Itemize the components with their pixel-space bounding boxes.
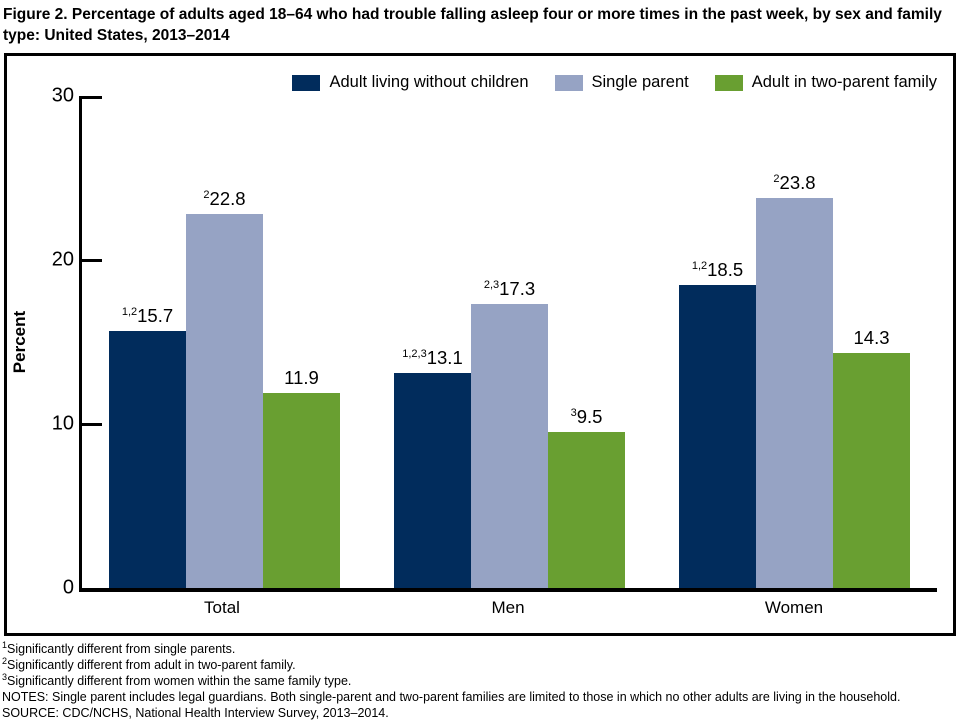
footnote-line: 2Significantly different from adult in t… — [2, 655, 296, 672]
y-tick-label: 0 — [62, 576, 74, 599]
bar-group-total: 1,215.7 222.8 11.9 — [109, 96, 340, 588]
bar-value-label: 1,2,313.1 — [402, 347, 463, 369]
legend-swatch — [554, 74, 583, 91]
bar: 39.5 — [548, 406, 625, 588]
plot-area: Percent 1,215.7 222.8 11.9 1,2,313.1 2,317.3… — [10, 85, 937, 599]
bar-value-label: 2,317.3 — [483, 278, 536, 300]
chart-area: Adult living without children Single pare… — [4, 53, 956, 636]
footnote-line: SOURCE: CDC/NCHS, National Health Interv… — [2, 706, 389, 720]
legend-item-0: Adult living without children — [292, 73, 529, 92]
bar-groups: 1,215.7 222.8 11.9 1,2,313.1 2,317.3 39.5 1,21… — [82, 96, 937, 588]
y-tick-label: 30 — [51, 84, 74, 107]
figure-title: Figure 2. Percentage of adults aged 18–6… — [3, 6, 942, 44]
bar-value-label: 14.3 — [853, 327, 890, 349]
bar-value-label: 11.9 — [284, 366, 319, 388]
bar: 14.3 — [833, 327, 910, 588]
y-axis-tick — [82, 422, 102, 426]
bar-group-men: 1,2,313.1 2,317.3 39.5 — [394, 96, 625, 588]
y-axis-title: Percent — [10, 310, 29, 374]
bar-value-label: 1,218.5 — [691, 258, 744, 280]
bar: 1,218.5 — [679, 259, 756, 588]
bar: 11.9 — [263, 367, 340, 588]
legend-label: Adult living without children — [329, 73, 529, 91]
legend-swatch — [292, 74, 321, 91]
legend-label: Adult in two-parent family — [751, 73, 937, 91]
y-tick-label: 10 — [51, 412, 74, 435]
y-tick-label: 20 — [51, 248, 74, 271]
bar: 1,2,313.1 — [394, 347, 471, 588]
x-axis-labels: Total Men Women — [79, 598, 937, 618]
footnote-line: 1Significantly different from single par… — [2, 639, 236, 656]
bar: 222.8 — [186, 188, 263, 588]
footnote-line: 3Significantly different from women with… — [2, 671, 352, 688]
bar: 1,215.7 — [109, 305, 186, 588]
y-axis-tick — [82, 258, 102, 262]
bar-value-label: 223.8 — [773, 171, 816, 193]
legend-label: Single parent — [591, 73, 689, 91]
x-category-label: Total — [204, 598, 240, 617]
bar-value-label: 222.8 — [203, 188, 246, 210]
x-category-label: Women — [764, 598, 824, 617]
y-axis-tick — [82, 96, 102, 99]
bar: 2,317.3 — [471, 278, 548, 588]
bar-group-women: 1,218.5 223.8 14.3 — [679, 96, 910, 588]
bar: 223.8 — [756, 172, 833, 588]
legend-item-1: Single parent — [554, 73, 689, 92]
bar-value-label: 1,215.7 — [121, 304, 174, 326]
legend-swatch — [714, 74, 743, 91]
footnotes: 1Significantly different from single par… — [2, 639, 958, 721]
footnote-line: NOTES: Single parent includes legal guar… — [2, 690, 901, 704]
bar-value-label: 39.5 — [570, 406, 603, 428]
x-category-label: Men — [491, 598, 525, 617]
legend-item-2: Adult in two-parent family — [714, 73, 937, 92]
legend: Adult living without children Single pare… — [7, 73, 937, 92]
